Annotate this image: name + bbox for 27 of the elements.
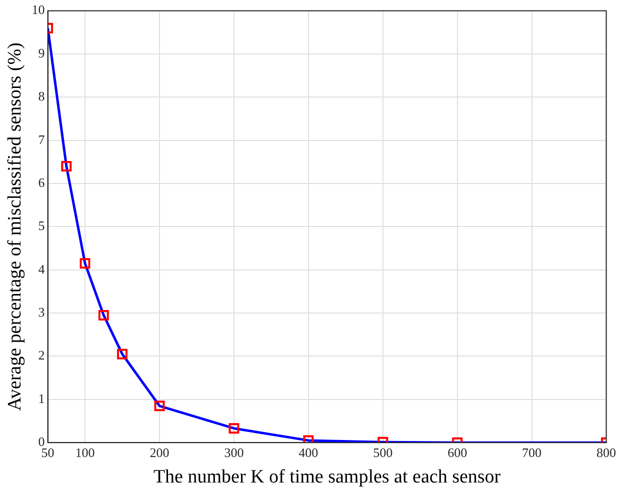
x-tick-label: 800 <box>596 444 616 460</box>
y-tick-label: 3 <box>38 304 45 320</box>
point <box>228 423 240 434</box>
x-tick-label: 300 <box>224 444 244 460</box>
y-tick-label: 7 <box>38 132 46 147</box>
x-tick-label: 500 <box>373 444 393 460</box>
x-tick-label: 400 <box>298 444 318 460</box>
point <box>303 435 314 443</box>
point <box>98 310 109 320</box>
y-tick-label: 10 <box>32 2 45 18</box>
y-axis-title: Average percentage of misclassified sensors (%) <box>4 42 26 411</box>
y-tick-label: 5 <box>38 218 45 234</box>
point <box>61 161 72 172</box>
x-tick-label: 100 <box>75 444 95 460</box>
x-tick-label: 700 <box>522 444 542 460</box>
y-tick-label: 9 <box>38 45 45 60</box>
y-tick-label: 2 <box>38 348 45 363</box>
y-tick-label: 6 <box>38 174 46 190</box>
y-tick-label: 8 <box>38 88 45 104</box>
point <box>154 400 165 412</box>
y-tick-label: 1 <box>38 390 45 406</box>
point <box>80 258 90 269</box>
point <box>117 348 128 360</box>
x-axis-title: The number K of time samples at each sensor <box>153 466 502 488</box>
y-tick-label: 4 <box>38 261 46 276</box>
x-tick-label: 200 <box>150 444 170 460</box>
x-tick-label: 600 <box>448 444 468 460</box>
